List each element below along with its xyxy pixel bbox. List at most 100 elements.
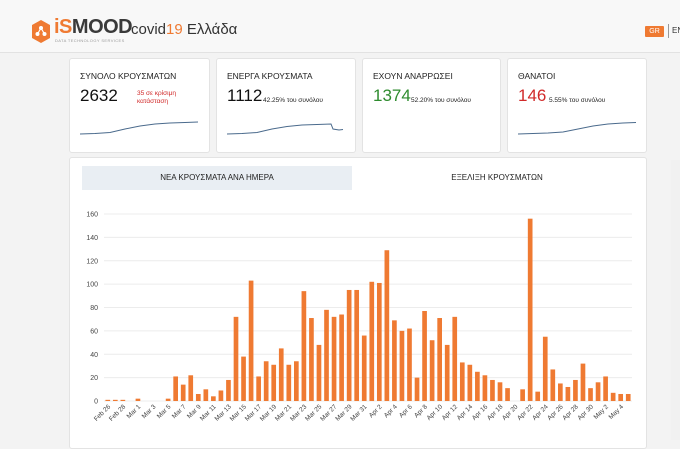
bar [565, 386, 571, 401]
x-tick-label: Apr 2 [368, 403, 384, 419]
y-tick-label: 160 [86, 212, 98, 219]
card-total-critical: 35 σε κρίσιμη κατάσταση [137, 90, 176, 105]
top-bar: iSMOOD DATA TECHNOLOGY SERVICES covid19 … [0, 0, 680, 53]
bar [309, 318, 314, 401]
bar [173, 376, 178, 401]
card-active-percent: 42.25% του συνόλου [263, 97, 323, 104]
bar [497, 382, 503, 401]
bar [407, 328, 412, 401]
tab-cases-evolution[interactable]: ΕΞΕΛΙΞΗ ΚΡΟΥΣΜΑΤΩΝ [451, 173, 543, 182]
bar [459, 362, 465, 401]
language-gr-button[interactable]: GR [645, 26, 664, 37]
y-tick-label: 80 [90, 305, 98, 312]
bar [241, 356, 246, 401]
x-tick-label: Mar 5 [156, 403, 173, 420]
tab-daily-cases[interactable]: ΝΕΑ ΚΡΟΥΣΜΑΤΑ ΑΝΑ ΗΜΕΡΑ [82, 166, 352, 190]
bar [203, 389, 209, 401]
bar [233, 316, 239, 401]
card-total-value: 2632 [80, 86, 118, 105]
bar [392, 320, 397, 401]
bar [369, 281, 375, 401]
bar [301, 291, 307, 401]
card-recovered: ΕΧΟΥΝ ΑΝΑΡΡΩΣΕΙ 1374 52.20% του συνόλου [362, 58, 501, 153]
bar [558, 383, 563, 401]
bar [248, 280, 254, 401]
bar [414, 377, 420, 401]
bar [437, 318, 442, 401]
card-total-label: ΣΥΝΟΛΟ ΚΡΟΥΣΜΑΤΩΝ [80, 71, 177, 81]
bar [218, 390, 224, 401]
bar [452, 316, 458, 401]
bar [490, 379, 495, 401]
language-separator [668, 24, 669, 38]
x-tick-label: Apr 30 [576, 403, 595, 422]
bar [610, 392, 616, 401]
x-tick-label: Mar 7 [171, 403, 188, 420]
x-tick-label: Apr 4 [383, 403, 399, 419]
bar [331, 316, 337, 401]
x-tick-label: Feb 28 [108, 403, 128, 423]
x-tick-label: Mar 3 [141, 403, 158, 420]
card-active-cases: ΕΝΕΡΓΑ ΚΡΟΥΣΜΑΤΑ 1112 42.25% του συνόλου [216, 58, 356, 153]
card-deaths-percent: 5.55% του συνόλου [549, 97, 606, 104]
x-tick-label: Mar 1 [126, 403, 143, 420]
bar [535, 391, 541, 401]
bar [429, 340, 435, 401]
x-tick-label: May 4 [608, 403, 626, 421]
bar [603, 376, 608, 401]
card-deaths-value: 146 [518, 86, 547, 105]
bar [263, 361, 269, 401]
bar [542, 336, 548, 401]
ismood-logo-icon [32, 20, 50, 43]
bar [165, 398, 171, 401]
bar [112, 399, 118, 401]
x-tick-label: Apr 6 [398, 403, 414, 419]
page-scrollbar[interactable] [671, 160, 680, 440]
page-title: covid19 Ελλάδα [131, 21, 238, 38]
bar [467, 364, 473, 401]
bar [595, 382, 601, 401]
card-active-sparkline [227, 123, 344, 135]
language-en-button[interactable]: EN [672, 26, 680, 35]
bar [120, 399, 126, 401]
x-tick-label: Mar 31 [349, 403, 369, 423]
bar [376, 282, 382, 401]
bar [580, 363, 586, 401]
card-deaths-sparkline [518, 122, 637, 135]
bar [384, 250, 390, 401]
card-recovered-value: 1374 [373, 86, 411, 105]
brand-logo[interactable]: iSMOOD [54, 16, 133, 38]
bar [625, 393, 631, 401]
bar [188, 375, 194, 401]
bar [271, 364, 277, 401]
card-deaths-label: ΘΑΝΑΤΟΙ [518, 71, 556, 81]
card-recovered-label: ΕΧΟΥΝ ΑΝΑΡΡΩΣΕΙ [373, 71, 453, 81]
card-recovered-percent: 52.20% του συνόλου [411, 97, 471, 104]
bar [256, 376, 261, 401]
bar [211, 396, 216, 401]
bar [135, 398, 141, 401]
chart-panel: ΝΕΑ ΚΡΟΥΣΜΑΤΑ ΑΝΑ ΗΜΕΡΑ ΕΞΕΛΙΞΗ ΚΡΟΥΣΜΑΤ… [69, 157, 647, 449]
bar [399, 330, 405, 401]
bar [195, 393, 201, 401]
bar [346, 289, 352, 401]
card-active-label: ΕΝΕΡΓΑ ΚΡΟΥΣΜΑΤΑ [227, 71, 313, 81]
bar [324, 309, 329, 401]
bar [286, 364, 292, 401]
y-tick-label: 60 [90, 328, 98, 335]
bar [354, 289, 360, 401]
bar [618, 393, 624, 401]
bar [180, 384, 186, 401]
bar [573, 379, 578, 401]
bar [278, 348, 284, 401]
bar [294, 361, 299, 401]
bar [505, 388, 510, 401]
y-tick-label: 120 [86, 258, 98, 265]
card-total-sparkline [80, 121, 199, 135]
brand-tagline: DATA TECHNOLOGY SERVICES [55, 38, 125, 43]
bar [316, 344, 322, 401]
y-tick-label: 140 [86, 235, 98, 242]
bar [361, 335, 367, 401]
bar [475, 371, 480, 401]
